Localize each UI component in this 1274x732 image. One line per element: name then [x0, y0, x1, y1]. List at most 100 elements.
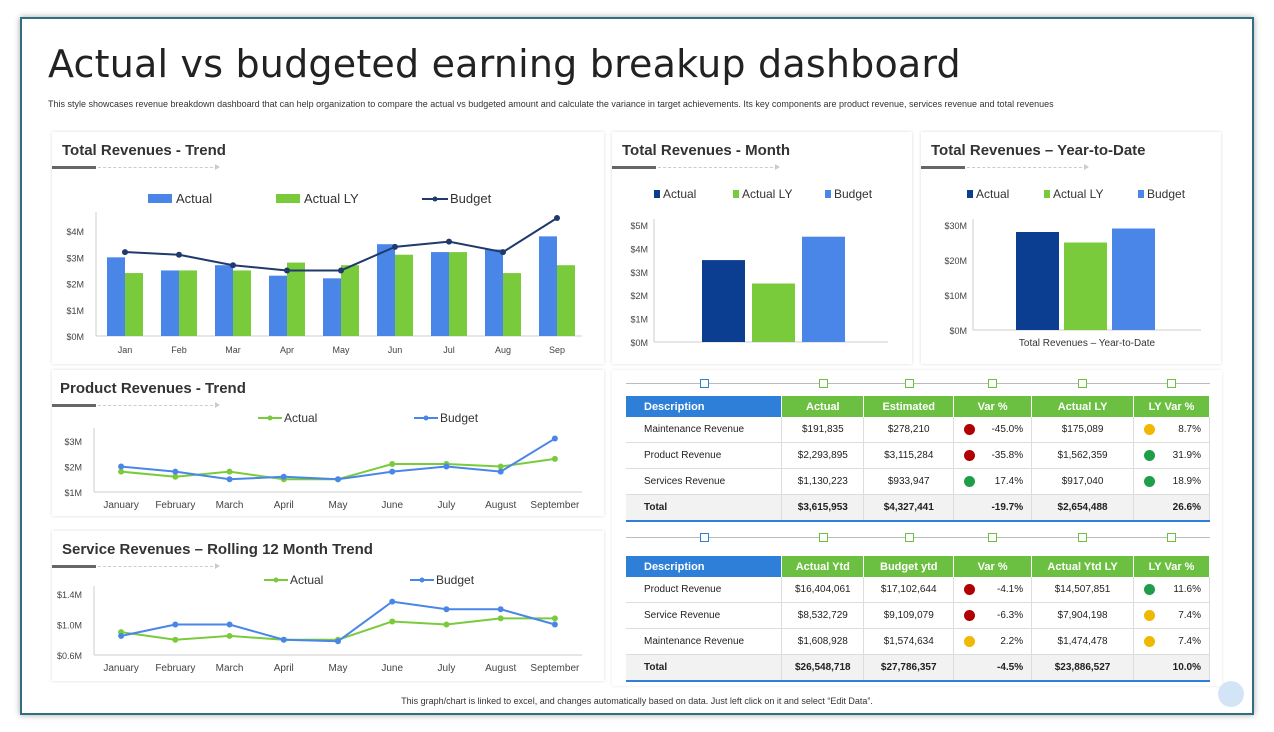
x-tick-label: May: [329, 500, 348, 511]
table-row: Maintenance Revenue $1,608,928 $1,574,634 2…: [626, 628, 1210, 655]
title-dash: [98, 402, 220, 408]
legend-label: Budget: [440, 411, 479, 425]
legend-swatch: [654, 190, 660, 198]
legend-swatch: [967, 190, 973, 198]
series-point-actual: [389, 618, 396, 625]
legend-label: Actual: [290, 573, 323, 587]
panel-title-trend: Total Revenues - Trend: [62, 142, 226, 159]
bar-actual: [215, 265, 233, 336]
cell-estimated: $3,115,284: [863, 442, 955, 469]
table-total-row: Total $3,615,953 $4,327,441 -19.7% $2,654,48…: [626, 494, 1210, 522]
series-point-budget: [335, 638, 341, 645]
x-tick-label: April: [274, 663, 294, 674]
col-header: LY Var %: [1133, 556, 1210, 577]
trend-chart[interactable]: Actual Actual LY Budget $0M $1M $2M $3M $4M Jan F…: [52, 132, 604, 364]
x-tick-label: Jan: [118, 345, 133, 355]
bar-budget: [802, 236, 845, 342]
title-dash: [98, 563, 220, 569]
y-tick-label: $2M: [630, 291, 648, 301]
cell-actual-ly: $1,474,478: [1031, 628, 1135, 655]
series-point-actual: [389, 461, 396, 467]
cell-description: Maintenance Revenue: [626, 417, 783, 443]
bar-actual: [539, 236, 557, 336]
panel-total-revenues-month: Total Revenues - Month Actual Actual LY Bu…: [612, 132, 912, 364]
y-tick-label: $1.4M: [57, 590, 82, 600]
series-point-budget: [280, 473, 287, 480]
bar-actual-ly: [557, 265, 575, 336]
product-chart[interactable]: Actual Budget $1M $2M $3M January February Marc…: [52, 370, 604, 516]
page-title: Actual vs budgeted earning breakup dashb…: [48, 42, 961, 86]
col-header: Var %: [953, 396, 1033, 417]
col-header: Estimated: [863, 396, 955, 417]
table1-connector: [626, 379, 1210, 389]
bar-actual-ly: [287, 262, 305, 336]
status-dot: [964, 450, 976, 461]
x-tick-label: April: [274, 500, 294, 511]
service-chart[interactable]: Actual Budget $0.6M $1.0M $1.4M January Februa…: [52, 531, 604, 681]
ly-var-value: 31.9%: [1172, 450, 1201, 461]
month-chart[interactable]: Actual Actual LY Budget $0M $1M $2M $3M $4M $5M: [612, 132, 912, 364]
x-tick-label: September: [530, 663, 580, 674]
ytd-chart[interactable]: Actual Actual LY Budget$0M$10M$20M$30MTota…: [921, 132, 1221, 364]
table-row: Service Revenue $8,532,729 $9,109,079 -6.3%…: [626, 602, 1210, 629]
footer-note: This graph/chart is linked to excel, and…: [401, 696, 873, 706]
title-underline: [52, 565, 96, 568]
y-tick-label: $2M: [66, 280, 84, 290]
var-value: -35.8%: [991, 450, 1024, 461]
legend-swatch: [1138, 190, 1144, 198]
series-line-budget: [120, 600, 556, 643]
table-total-row: Total $26,548,718 $27,786,357 -4.5% $23,886,…: [626, 654, 1210, 682]
col-header: Actual LY: [1031, 396, 1135, 417]
series-point-budget: [172, 468, 179, 475]
panel-total-revenues-ytd: Total Revenues – Year-to-Date Actual Actu…: [921, 132, 1221, 364]
legend-label: Actual: [176, 191, 212, 206]
bar-actual: [485, 249, 503, 336]
budget-point: [176, 251, 182, 258]
y-tick-label: $20M: [944, 256, 967, 266]
col-header: Actual Ytd LY: [1031, 556, 1135, 577]
bar-actual: [377, 244, 395, 336]
budget-point: [554, 215, 560, 221]
budget-point: [122, 249, 128, 256]
series-line-actual: [120, 617, 555, 641]
budget-point: [230, 262, 236, 269]
bar-actual: [323, 278, 341, 336]
connector-square: [1167, 379, 1176, 388]
x-tick-label: Mar: [225, 345, 241, 355]
cell-estimated: $9,109,079: [863, 602, 955, 629]
series-point-budget: [226, 476, 233, 483]
cell-actual: $2,293,895: [781, 442, 865, 469]
series-point-budget: [389, 468, 396, 475]
x-tick-label: Sep: [549, 345, 565, 355]
status-dot: [964, 636, 976, 647]
cell-ly-var: 18.9%: [1133, 468, 1210, 495]
cell-estimated: $278,210: [863, 417, 955, 443]
title-underline: [612, 166, 656, 169]
legend-marker: [432, 196, 438, 202]
budget-point: [500, 249, 506, 256]
connector-square: [700, 533, 709, 542]
cell-var: 2.2%: [953, 628, 1033, 655]
legend-label: Budget: [1147, 187, 1186, 201]
table-row: Product Revenue $2,293,895 $3,115,284 -35.8…: [626, 442, 1210, 469]
legend-marker: [273, 577, 279, 583]
legend-label: Budget: [450, 191, 492, 206]
x-tick-label: Apr: [280, 345, 294, 355]
legend-label: Budget: [436, 573, 475, 587]
x-tick-label: August: [485, 500, 516, 511]
cell-ly-var: 7.4%: [1133, 602, 1210, 629]
cell-ly-var: 8.7%: [1133, 417, 1210, 443]
col-header: Actual Ytd: [781, 556, 865, 577]
y-tick-label: $0M: [630, 338, 648, 348]
cell-description: Maintenance Revenue: [626, 628, 783, 655]
cell-actual-ly: $2,654,488: [1031, 494, 1135, 522]
cell-actual-ly: $14,507,851: [1031, 577, 1135, 603]
y-tick-label: $1M: [66, 306, 84, 316]
bar-actual-ly: [395, 254, 413, 336]
col-header: Budget ytd: [863, 556, 955, 577]
y-tick-label: $30M: [944, 221, 967, 231]
legend-label: Budget: [834, 187, 873, 201]
var-value: -4.1%: [996, 584, 1024, 595]
panel-service-revenues-trend: Service Revenues – Rolling 12 Month Tren…: [52, 531, 604, 681]
bar-actual-ly: [125, 273, 143, 336]
